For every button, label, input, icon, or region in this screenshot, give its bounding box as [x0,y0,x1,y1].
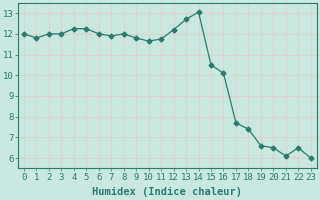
X-axis label: Humidex (Indice chaleur): Humidex (Indice chaleur) [92,187,242,197]
